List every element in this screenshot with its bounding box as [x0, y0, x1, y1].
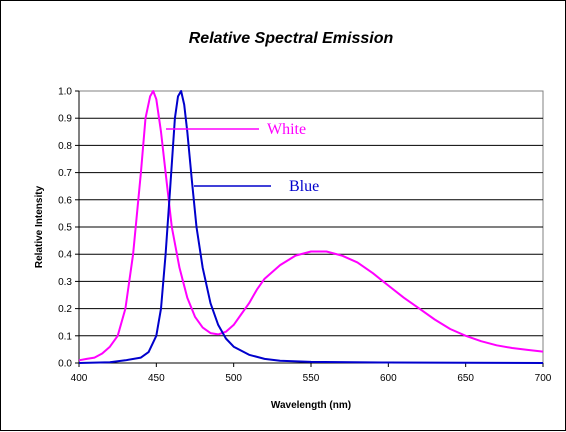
axis-ticks: 0.0 0.1 0.2 0.3 0.4 0.5 0.6 0.7 0.8 0.9 1.0 400 450 5…	[58, 87, 552, 385]
y-tick-label: 0.3	[58, 277, 72, 288]
y-tick-label: 0.8	[58, 141, 72, 152]
series-label-white: White	[267, 121, 306, 138]
x-tick-label: 450	[148, 373, 165, 384]
x-axis-title: Wavelength (nm)	[271, 400, 351, 411]
y-tick-label: 0.0	[58, 359, 72, 370]
x-tick-label: 500	[225, 373, 242, 384]
x-tick-label: 550	[303, 373, 320, 384]
x-tick-label: 600	[380, 373, 397, 384]
y-tick-label: 0.6	[58, 195, 72, 206]
series-line-white	[78, 90, 544, 362]
series-layer	[78, 90, 544, 364]
y-tick-label: 0.5	[58, 223, 72, 234]
y-tick-label: 0.9	[58, 114, 72, 125]
chart-title: Relative Spectral Emission	[189, 30, 394, 47]
series-line-blue	[78, 90, 544, 364]
x-tick-label: 700	[535, 373, 552, 384]
y-tick-label: 0.7	[58, 168, 72, 179]
y-axis-title: Relative Intensity	[34, 185, 45, 268]
series-labels: White Blue	[166, 121, 319, 195]
y-tick-label: 1.0	[58, 87, 72, 98]
x-tick-label: 650	[457, 373, 474, 384]
y-tick-label: 0.4	[58, 250, 72, 261]
series-label-blue: Blue	[289, 178, 319, 195]
x-tick-label: 400	[71, 373, 88, 384]
y-tick-label: 0.1	[58, 331, 72, 342]
y-tick-label: 0.2	[58, 304, 72, 315]
